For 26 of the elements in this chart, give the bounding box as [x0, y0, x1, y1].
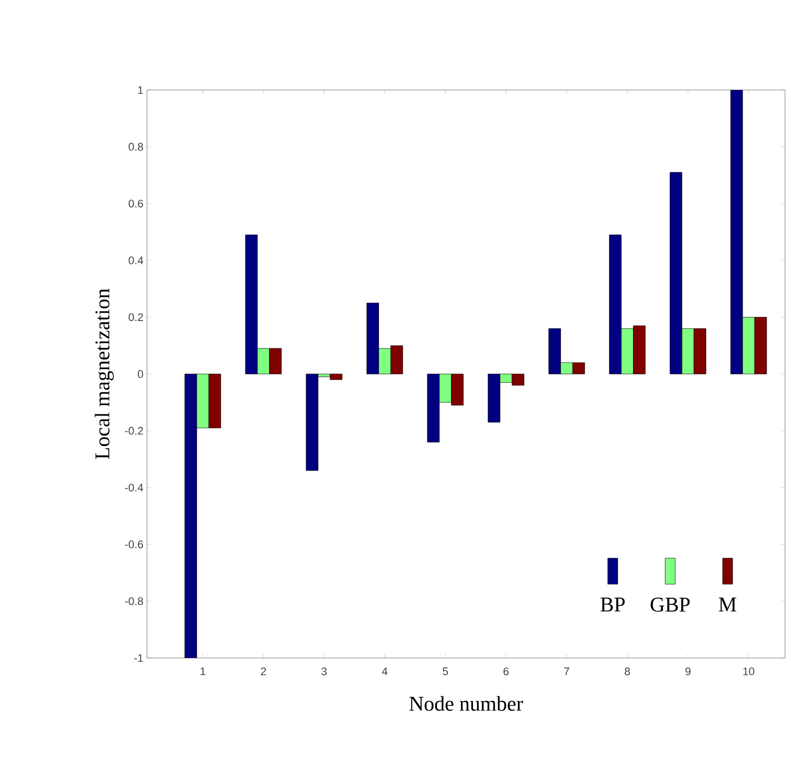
y-tick-label: 1	[138, 86, 143, 94]
y-axis-title: Local magnetization	[94, 288, 114, 460]
legend-label: BP	[600, 598, 625, 612]
y-tick-label: 0.6	[128, 200, 144, 208]
x-tick-label: 2	[260, 668, 266, 676]
x-axis-title: Node number	[409, 696, 524, 711]
x-tick-label: 10	[743, 668, 754, 676]
y-tick-label: -0.4	[125, 484, 144, 492]
y-tick-label: 0	[138, 370, 144, 378]
y-tick-label: -0.6	[125, 540, 143, 548]
x-tick-label: 4	[382, 668, 388, 676]
y-tick-label: 0.2	[128, 313, 143, 322]
x-tick-label: 6	[504, 668, 509, 676]
x-tick-label: 1	[200, 668, 206, 676]
y-tick-label: 0.8	[128, 142, 144, 151]
y-tick-label: -1	[134, 654, 143, 662]
legend-label: M	[718, 598, 736, 612]
y-tick-label: -0.8	[125, 597, 143, 606]
x-tick-label: 9	[685, 668, 691, 676]
y-tick-label: 0.4	[128, 256, 144, 264]
y-tick-label: -0.2	[125, 426, 143, 435]
x-tick-label: 7	[564, 668, 570, 676]
x-tick-label: 3	[321, 668, 327, 676]
legend-label: GBP	[650, 598, 690, 612]
x-tick-label: 5	[442, 668, 448, 676]
x-tick-label: 8	[624, 668, 630, 676]
